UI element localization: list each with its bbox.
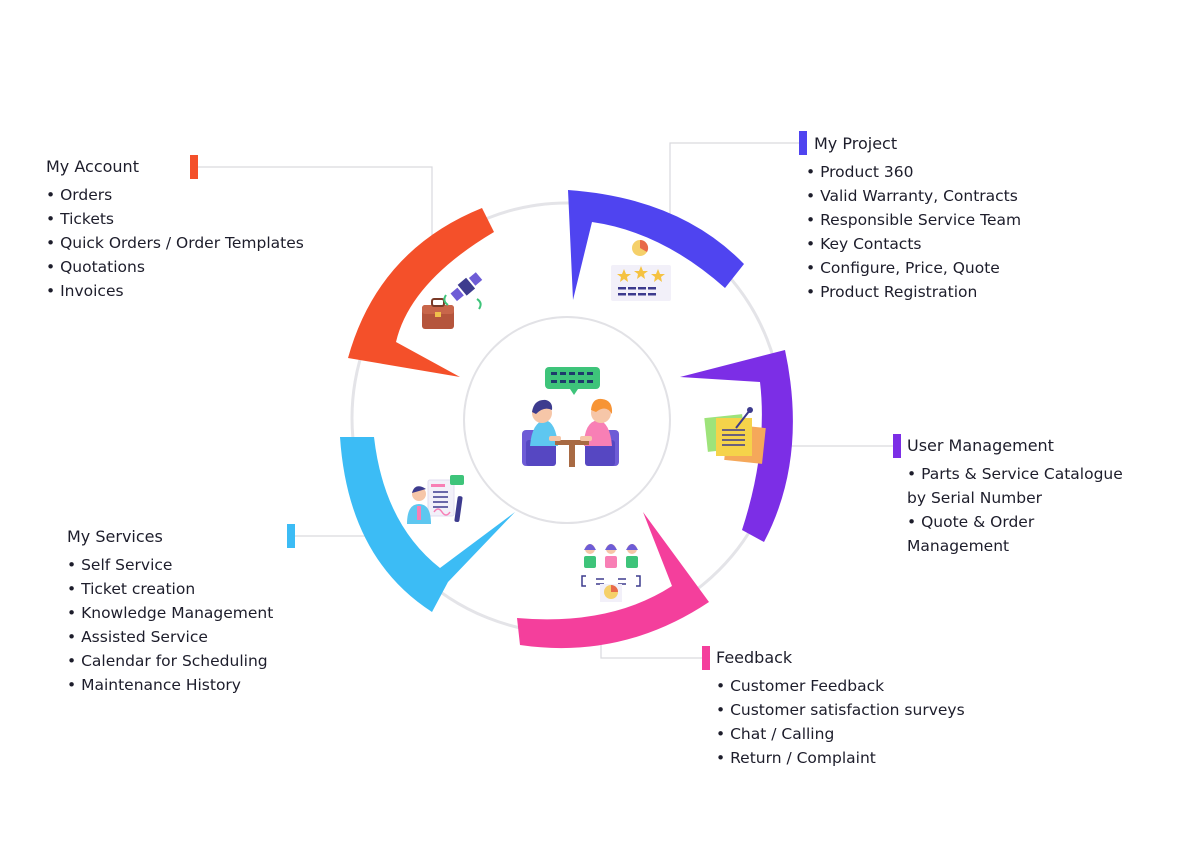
list-item: Self Service	[67, 553, 273, 577]
segment-my-services	[340, 437, 515, 612]
section-user-management: User Management Parts & Service Catalogu…	[907, 436, 1123, 558]
my-project-marker	[799, 131, 807, 155]
section-title-my-project: My Project	[814, 134, 898, 153]
list-item: Calendar for Scheduling	[67, 649, 273, 673]
list-item: Maintenance History	[67, 673, 273, 697]
segment-my-project	[568, 190, 744, 300]
list-item: Quotations	[46, 255, 304, 279]
service-agent-icon	[407, 475, 464, 524]
list-item: Product 360	[806, 160, 1021, 184]
list-item: Quote & Order	[907, 510, 1123, 534]
list-item: Chat / Calling	[716, 722, 965, 746]
list-item: Product Registration	[806, 280, 1021, 304]
list-item: Parts & Service Catalogue	[907, 462, 1123, 486]
connector-lines	[198, 142, 893, 659]
briefcase-satellite-icon	[422, 272, 483, 329]
item-list-my-project: Product 360 Valid Warranty, Contracts Re…	[806, 160, 1021, 304]
list-item: Quick Orders / Order Templates	[46, 231, 304, 255]
meeting-people-icon	[522, 367, 619, 467]
section-title-feedback: Feedback	[716, 648, 793, 667]
item-list-my-services: Self Service Ticket creation Knowledge M…	[67, 553, 273, 697]
my-account-marker	[190, 155, 198, 179]
list-item: Valid Warranty, Contracts	[806, 184, 1021, 208]
connector-my-account	[198, 166, 433, 240]
my-services-marker	[287, 524, 295, 548]
list-item: Key Contacts	[806, 232, 1021, 256]
sticky-notes-icon	[704, 407, 766, 464]
section-my-project: My Project Product 360 Valid Warranty, C…	[806, 134, 1021, 304]
connector-my-project	[669, 142, 800, 215]
section-my-services: My Services Self Service Ticket creation…	[67, 527, 273, 697]
list-item: Responsible Service Team	[806, 208, 1021, 232]
segment-user-management	[680, 350, 793, 542]
item-list-feedback: Customer Feedback Customer satisfaction …	[716, 674, 965, 770]
list-item: Return / Complaint	[716, 746, 965, 770]
section-title-my-services: My Services	[67, 527, 163, 546]
section-title-user-management: User Management	[907, 436, 1054, 455]
list-item: Assisted Service	[67, 625, 273, 649]
feedback-marker	[702, 646, 710, 670]
item-list-user-management: Parts & Service Catalogue by Serial Numb…	[907, 462, 1123, 558]
list-item: Customer Feedback	[716, 674, 965, 698]
list-item: Tickets	[46, 207, 304, 231]
list-item: Knowledge Management	[67, 601, 273, 625]
user-management-marker	[893, 434, 901, 458]
list-item: Invoices	[46, 279, 304, 303]
list-item-continued: by Serial Number	[907, 489, 1042, 507]
team-chart-icon	[581, 544, 641, 602]
segment-my-account	[348, 208, 494, 377]
list-item: Ticket creation	[67, 577, 273, 601]
section-title-my-account: My Account	[46, 157, 139, 176]
list-item: Customer satisfaction surveys	[716, 698, 965, 722]
list-item-continued: Management	[907, 537, 1010, 555]
list-item: Orders	[46, 183, 304, 207]
section-my-account: My Account Orders Tickets Quick Orders /…	[46, 157, 304, 303]
section-feedback: Feedback Customer Feedback Customer sati…	[716, 648, 965, 770]
list-item: Configure, Price, Quote	[806, 256, 1021, 280]
inner-ring	[463, 316, 671, 524]
segment-feedback	[517, 512, 709, 649]
item-list-my-account: Orders Tickets Quick Orders / Order Temp…	[46, 183, 304, 303]
rating-stars-icon	[611, 239, 671, 301]
